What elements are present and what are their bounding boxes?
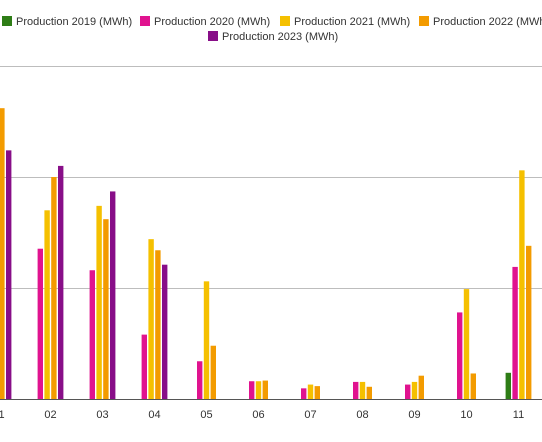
bar[interactable]: [405, 384, 411, 399]
legend-item[interactable]: Production 2021 (MWh): [280, 16, 410, 28]
bar[interactable]: [470, 373, 476, 399]
bar[interactable]: [418, 375, 424, 399]
legend-swatch: [280, 16, 290, 26]
bar[interactable]: [255, 381, 262, 399]
x-tick-label: 11: [513, 409, 524, 421]
x-tick-label: 10: [460, 409, 472, 421]
x-tick-label: 01: [0, 409, 5, 421]
x-tick-label: 07: [304, 409, 316, 421]
bar[interactable]: [314, 386, 320, 399]
bar[interactable]: [366, 386, 372, 399]
x-tick-label: 02: [44, 409, 56, 421]
bars: [0, 108, 532, 400]
x-tick-label: 08: [356, 409, 368, 421]
bar[interactable]: [51, 177, 57, 399]
bar[interactable]: [44, 210, 50, 399]
bar[interactable]: [103, 219, 109, 399]
bar[interactable]: [463, 289, 470, 399]
bar[interactable]: [155, 250, 161, 399]
bar[interactable]: [210, 345, 216, 399]
bar[interactable]: [359, 381, 366, 399]
legend-item[interactable]: Production 2019 (MWh): [2, 16, 132, 28]
legend-item[interactable]: Production 2023 (MWh): [208, 31, 338, 43]
bar[interactable]: [505, 372, 511, 399]
bar[interactable]: [6, 150, 12, 399]
bar[interactable]: [58, 165, 64, 399]
legend-swatch: [419, 16, 429, 26]
legend: Production 2019 (MWh) Production 2020 (MW…: [2, 16, 542, 43]
legend-label: Production 2022 (MWh): [433, 16, 542, 28]
bar[interactable]: [148, 239, 154, 399]
legend-swatch: [140, 16, 150, 26]
bar[interactable]: [411, 381, 418, 399]
x-tick-label: 05: [200, 409, 212, 421]
legend-item[interactable]: Production 2022 (MWh): [419, 16, 542, 28]
legend-label: Production 2020 (MWh): [154, 16, 270, 28]
bar[interactable]: [457, 312, 463, 399]
legend-label: Production 2023 (MWh): [222, 31, 338, 43]
bar[interactable]: [203, 281, 210, 399]
bar[interactable]: [89, 270, 95, 399]
bar[interactable]: [512, 266, 518, 399]
bar[interactable]: [353, 381, 359, 399]
bar[interactable]: [301, 388, 307, 399]
x-tick-label: 03: [96, 409, 108, 421]
x-tick-label: 09: [408, 409, 420, 421]
bar[interactable]: [96, 205, 102, 399]
bar[interactable]: [0, 108, 5, 400]
bar[interactable]: [307, 384, 314, 399]
bar[interactable]: [141, 334, 147, 399]
legend-swatch: [208, 31, 218, 41]
legend-label: Production 2021 (MWh): [294, 16, 410, 28]
bar[interactable]: [162, 264, 168, 399]
legend-label: Production 2019 (MWh): [16, 16, 132, 28]
bar[interactable]: [249, 381, 255, 399]
legend-item[interactable]: Production 2020 (MWh): [140, 16, 270, 28]
bar[interactable]: [37, 248, 43, 399]
legend-swatch: [2, 16, 12, 26]
bar[interactable]: [519, 170, 525, 399]
x-tick-label: 06: [252, 409, 264, 421]
bar[interactable]: [197, 361, 203, 399]
x-axis-ticks: 01 02 03 04 05 06 07 08 09 10 11: [0, 409, 524, 421]
bar[interactable]: [526, 245, 532, 399]
bar[interactable]: [262, 380, 268, 399]
x-tick-label: 04: [148, 409, 160, 421]
bar[interactable]: [110, 191, 116, 399]
